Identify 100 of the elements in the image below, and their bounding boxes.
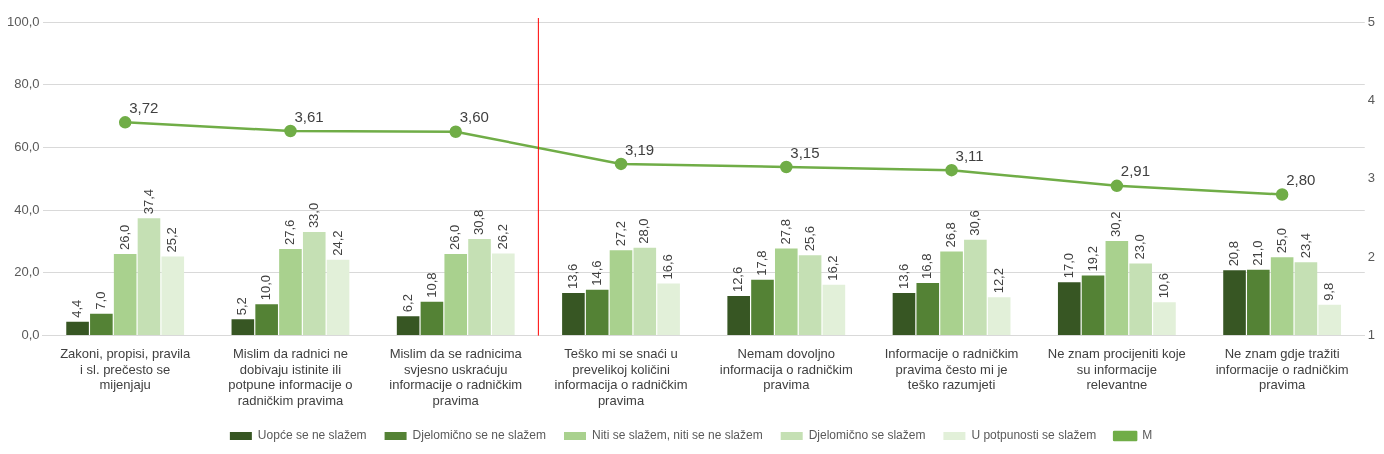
data-label: 25,2 [164,227,180,253]
bar [987,297,1011,336]
x-tick-label: Teško mi se snaći u prevelikoj količini informacija o radničkim pravima [554,345,688,408]
x-tick-label: Mislim da se radnicima svjesno uskraćuju informacije o radničkim pravima [389,345,523,408]
bar [1247,269,1270,336]
data-label: 23,0 [1132,234,1148,260]
data-label: 3,60 [459,108,489,126]
x-tick-label: Informacije o radničkim pravima često mi je teško razumjeti [884,345,1019,393]
bar [420,301,444,336]
bar [444,254,468,336]
x-tick-label: Ne znam gdje tražiti informacije o radničkim pravima [1215,345,1349,393]
y-tick-label: 60,0 [14,139,40,155]
bar [1129,263,1152,336]
bar [255,304,278,336]
data-label: 10,0 [258,274,274,301]
data-label: 20,8 [1226,241,1242,267]
point [1110,179,1124,193]
bar [66,321,89,336]
legend-label: Djelomično se slažem [808,428,926,443]
y-tick-label: 100,0 [6,13,40,29]
bar [161,256,185,336]
point [1275,188,1289,201]
data-label: 17,8 [754,250,770,276]
data-label: 3,19 [625,140,655,158]
x-tick-label: Nemam dovoljno informacija o radničkim pravima [719,345,853,393]
data-label: 3,72 [129,98,159,116]
bar [113,254,137,336]
data-label: 26,0 [116,224,132,251]
y-tick-label: 20,0 [14,264,40,280]
bar [1105,240,1129,336]
point [284,124,297,138]
bar [751,279,774,336]
bar [774,248,798,336]
data-label: 7,0 [92,291,108,310]
bar [231,319,255,336]
data-label: 17,0 [1060,252,1076,279]
y2-tick-label: 2 [1367,248,1375,264]
point [118,116,132,129]
bar [279,249,302,336]
bar [1081,275,1105,336]
data-label: 33,0 [305,202,321,229]
data-label: 21,0 [1249,240,1265,266]
data-label: 12,6 [730,266,746,293]
y-tick-label: 0,0 [21,327,40,343]
bar [1153,302,1176,336]
data-label: 13,6 [895,263,911,289]
bar [940,251,963,336]
bar [798,255,822,336]
data-label: 14,6 [588,260,604,286]
bar [1294,262,1318,336]
bar [633,247,657,336]
data-label: 2,80 [1286,171,1316,189]
bar [1270,257,1294,336]
legend-label: U potpunosti se slažem [971,428,1097,443]
bar [326,259,350,336]
data-label: 3,61 [294,107,324,125]
bar [822,284,846,336]
data-label: 25,0 [1273,227,1289,254]
data-label: 5,2 [234,297,250,316]
data-label: 26,0 [447,224,463,251]
legend-label: Djelomično se ne slažem [412,428,546,443]
y2-tick-label: 3 [1367,170,1375,186]
data-label: 9,8 [1321,282,1337,301]
legend-label: Niti se slažem, niti se ne slažem [591,428,763,443]
x-tick-label: Zakoni, propisi, pravila i sl. prečesto se mijenjaju [60,345,191,393]
data-label: 26,8 [943,222,959,248]
data-label: 37,4 [140,189,156,215]
data-label: 6,2 [399,294,415,313]
data-label: 12,2 [990,268,1006,294]
bar [1318,304,1342,336]
point [945,163,958,177]
data-label: 23,4 [1297,232,1313,259]
point [614,157,628,171]
data-label: 13,6 [564,263,580,289]
bar [468,239,491,336]
bar [1057,282,1081,336]
data-label: 30,6 [966,210,982,236]
y2-tick-label: 5 [1367,13,1375,29]
data-label: 27,6 [282,219,298,246]
data-label: 3,15 [790,143,820,161]
legend-label: M [1142,428,1153,443]
data-label: 26,2 [494,224,510,250]
bar [562,292,585,336]
data-label: 24,2 [329,230,345,256]
data-label: 4,4 [69,299,85,318]
y2-tick-label: 4 [1367,91,1375,107]
bar [892,292,916,336]
bar [90,313,113,336]
bar [585,289,609,336]
x-tick-label: Mislim da radnici ne dobivaju istinite ili potpune informacije o radničkim pravima [228,345,353,408]
bar [916,282,940,336]
bar [1223,270,1246,336]
bar [609,250,633,336]
y2-tick-label: 1 [1367,327,1375,343]
bar [727,296,750,336]
point [780,160,793,174]
data-label: 19,2 [1084,246,1100,272]
data-label: 27,8 [777,219,793,245]
y-tick-label: 40,0 [14,201,40,217]
data-label: 16,2 [825,255,841,281]
